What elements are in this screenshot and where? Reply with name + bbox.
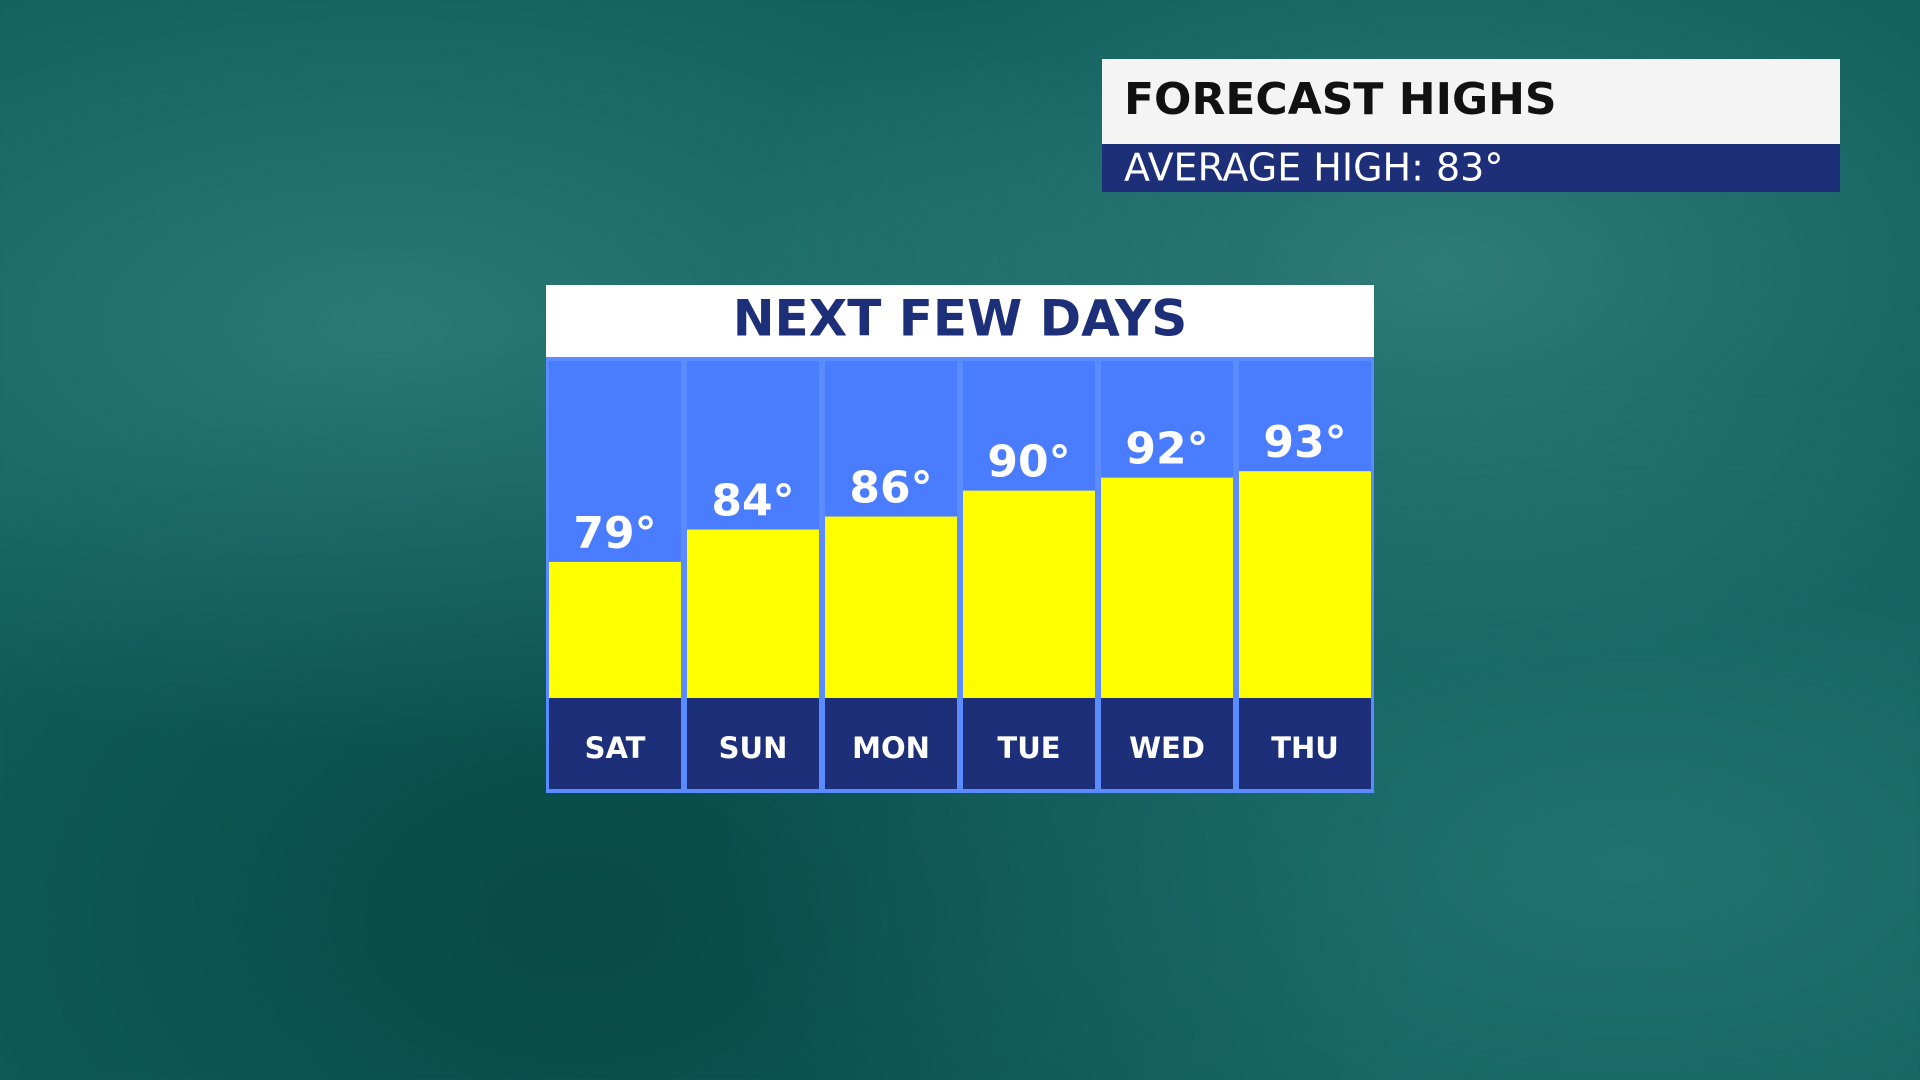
day-box — [1239, 698, 1371, 789]
chart-panel — [546, 357, 1374, 793]
header-title: FORECAST HIGHS — [1124, 74, 1557, 125]
x-tick-label: TUE — [997, 731, 1060, 765]
bar — [825, 516, 957, 698]
value-label: 79° — [573, 508, 656, 559]
value-label: 93° — [1263, 417, 1346, 468]
day-box — [549, 698, 681, 789]
x-tick-label: SUN — [719, 731, 788, 765]
day-box — [825, 698, 957, 789]
value-label: 90° — [987, 437, 1070, 488]
bar — [1101, 477, 1233, 698]
chart-title-box — [546, 285, 1374, 357]
x-tick-label: SAT — [585, 731, 646, 765]
value-label: 86° — [849, 463, 932, 514]
day-box — [1101, 698, 1233, 789]
x-tick-label: THU — [1271, 731, 1339, 765]
bar — [1239, 471, 1371, 698]
bar — [549, 561, 681, 698]
header-strip — [1102, 144, 1840, 192]
bar — [963, 490, 1095, 698]
header-subtitle: AVERAGE HIGH: 83° — [1124, 146, 1503, 190]
value-label: 84° — [711, 476, 794, 527]
day-box — [687, 698, 819, 789]
bar — [687, 529, 819, 698]
chart-title: NEXT FEW DAYS — [733, 290, 1188, 348]
x-tick-label: WED — [1129, 731, 1205, 765]
value-label: 92° — [1125, 424, 1208, 475]
header-box — [1102, 59, 1840, 144]
x-tick-label: MON — [852, 731, 930, 765]
day-box — [963, 698, 1095, 789]
